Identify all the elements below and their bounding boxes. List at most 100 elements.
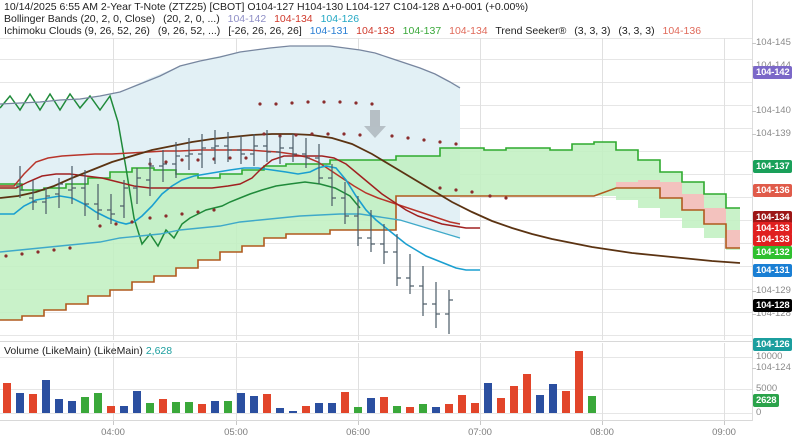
trend-seeker-label[interactable]: Trend Seeker® (495, 25, 567, 37)
ohlc-bar (172, 142, 180, 178)
ohlc-bar (445, 290, 453, 334)
volume-bar (484, 383, 492, 413)
ohlc-bar (211, 130, 219, 164)
volume-bar (562, 391, 570, 413)
quote-line: 10/14/2025 6:55 AM 2-Year T-Note (ZTZ25)… (4, 1, 529, 13)
ohlc-bar (133, 168, 141, 204)
bollinger-lower-value: 104-126 (320, 13, 360, 25)
ohlc-bar (393, 234, 401, 286)
ichimoku-senkou-b-value: 104-134 (449, 25, 488, 37)
ohlc-bar (94, 184, 102, 220)
bollinger-upper-line (0, 45, 461, 105)
volume-params: (LikeMain) (93, 345, 143, 357)
ichimoku-cloud-bearish (616, 180, 740, 248)
ohlc-bar (263, 130, 271, 162)
volume-bar (42, 380, 50, 413)
volume-bar (146, 403, 154, 413)
volume-bar (393, 406, 401, 413)
volume-bar (406, 407, 414, 413)
ohlc-bar (315, 144, 323, 184)
cloud-pill[interactable]: 104-132 (753, 246, 793, 259)
chikou-span-line (0, 92, 361, 248)
kijun-pill[interactable]: 104-133 (753, 222, 793, 235)
volume-bar (328, 403, 336, 413)
volume-bar (380, 397, 388, 413)
ichimoku-displacement: [-26, 26, 26, 26] (228, 25, 302, 37)
ohlc-bar (68, 166, 76, 204)
time-tick-label: 05:00 (224, 427, 248, 438)
volume-current-pill[interactable]: 2628 (753, 394, 780, 407)
ohlc-bar (198, 134, 206, 168)
price-tick-label: 104-144 (756, 60, 791, 71)
volume-bar (419, 404, 427, 413)
trend-seeker-value: 104-136 (662, 25, 702, 37)
bollinger-lower-pill[interactable]: 104-126 (753, 338, 793, 351)
trend-seeker-pill[interactable]: 104-136 (753, 184, 793, 197)
volume-bar (458, 395, 466, 413)
ohlc-bar (55, 178, 63, 208)
volume-bar (159, 399, 167, 413)
volume-bar (16, 393, 24, 413)
senkou-b-pill[interactable]: 104-134 (753, 211, 793, 224)
price-tick-label: 104-128 (756, 308, 791, 319)
ohlc-bar (367, 210, 375, 252)
ohlc-bar (159, 150, 167, 182)
senkou-a-pill[interactable]: 104-137 (753, 160, 793, 173)
ohlc-bar (107, 194, 115, 224)
time-tick-label: 06:00 (346, 427, 370, 438)
tenkan-pill[interactable]: 104-131 (753, 264, 793, 277)
price-axis[interactable]: 104-145 104-144 104-140 104-139 104-129 104-1… (752, 0, 800, 421)
volume-bar (471, 403, 479, 413)
volume-legend: Volume (LikeMain) (LikeMain) 2,628 (4, 345, 172, 357)
ichimoku-label[interactable]: Ichimoku Clouds (9, 26, 52, 26) (4, 25, 150, 37)
price-tick-mark (752, 314, 756, 315)
volume-bar (68, 401, 76, 413)
bollinger-legend: Bollinger Bands (20, 2, 0, Close) (20, 2… (4, 13, 364, 25)
time-tick-mark (236, 421, 237, 425)
volume-bar (198, 404, 206, 413)
bollinger-upper-pill[interactable]: 104-142 (753, 66, 793, 79)
ichimoku-tenkan-value: 104-131 (309, 25, 349, 37)
volume-bar (497, 398, 505, 413)
ohlc-bar (406, 254, 414, 294)
time-tick-mark (113, 421, 114, 425)
bollinger-mid-pill[interactable]: 104-133 (753, 233, 793, 246)
price-tick-label: 104-124 (756, 362, 791, 373)
volume-tick-label: 0 (756, 407, 762, 418)
price-tick-label: 104-140 (756, 105, 791, 116)
ichimoku-cloud-bullish (0, 142, 740, 320)
trend-seeker-params-b: (3, 3, 3) (618, 25, 655, 37)
ohlc-bar (185, 138, 193, 170)
bollinger-label[interactable]: Bollinger Bands (20, 2, 0, Close) (4, 13, 156, 25)
ohlc-bars (16, 130, 453, 334)
volume-label[interactable]: Volume (LikeMain) (4, 345, 91, 357)
volume-bar (523, 374, 531, 413)
volume-bar (354, 407, 362, 413)
volume-bar (185, 402, 193, 413)
time-tick-mark (602, 421, 603, 425)
ohlc-bar (16, 166, 24, 198)
last-price-pill[interactable]: 104-128 (753, 299, 793, 312)
trend-seeker-params-a: (3, 3, 3) (574, 25, 611, 37)
trend-seeker-line (0, 133, 741, 264)
volume-bar (536, 395, 544, 413)
price-tick-label: 104-145 (756, 37, 791, 48)
volume-bar (211, 401, 219, 413)
volume-bar (94, 393, 102, 413)
ohlc-bar (432, 282, 440, 328)
volume-bar (3, 383, 11, 413)
ohlc-bar (29, 180, 37, 210)
volume-bar (55, 399, 63, 413)
volume-bar (107, 406, 115, 413)
ohlc-bar (354, 196, 362, 246)
price-plot-svg (0, 38, 752, 340)
volume-bar (302, 406, 310, 413)
bollinger-mid-value: 104-134 (274, 13, 313, 25)
volume-plot[interactable] (0, 343, 752, 421)
ohlc-bar (81, 170, 89, 216)
ichimoku-params: (9, 26, 52, ...) (157, 25, 221, 37)
volume-bar (445, 404, 453, 413)
time-axis[interactable]: 04:00 05:00 06:00 07:00 08:00 09:00 (0, 421, 800, 445)
price-tick-label: 104-129 (756, 285, 791, 296)
price-plot[interactable]: barchart (0, 38, 752, 340)
